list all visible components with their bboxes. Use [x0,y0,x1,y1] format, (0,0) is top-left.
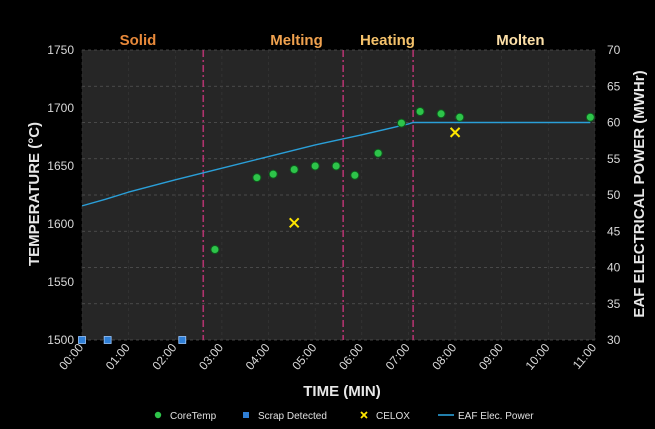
coretemp-point [396,118,406,128]
x-axis-title: TIME (MIN) [303,383,380,400]
y2-tick-label: 50 [607,188,621,202]
coretemp-point [455,112,465,122]
phase-boundaries [202,50,414,340]
y-tick-label: 1750 [47,43,74,57]
y-tick-label: 1550 [47,275,74,289]
y2-tick-label: 60 [607,116,621,130]
y2-tick-label: 30 [607,333,621,347]
celox-point [288,217,300,229]
celox-point [449,127,461,138]
legend-label: CoreTemp [170,411,217,422]
plot-area [82,50,595,340]
coretemp-point [210,245,220,255]
coretemp-point [289,164,299,174]
coretemp-point [436,109,446,119]
coretemp-point [252,173,262,183]
y-tick-label: 1600 [47,217,74,231]
eaf-power-line [81,121,591,207]
y2-tick-label: 65 [607,79,621,93]
legend-label: Scrap Detected [258,411,327,422]
coretemp-point [373,148,383,158]
scrap-detected-point [103,336,112,344]
y-axis-title: TEMPERATURE (°C) [26,122,43,266]
scrap-detected-point [78,336,86,344]
y2-tick-label: 55 [607,152,621,166]
legend-label: EAF Elec. Power [458,411,534,422]
legend-celox-marker [360,411,368,419]
phase-label: Heating [360,32,415,49]
phase-label: Molten [496,32,544,49]
legend: CoreTemp Scrap Detected CELOX EAF Elec. Pow… [154,411,534,422]
phase-label: Solid [120,32,157,49]
phase-labels: Solid Melting Heating Molten [120,32,545,49]
legend-coretemp-marker [154,411,162,419]
grid-lines [81,49,596,341]
y2-tick-label: 45 [607,224,621,238]
y2-tick-label: 35 [607,297,621,311]
coretemp-point [585,112,595,122]
legend-scrap-marker [243,412,249,418]
coretemp-point [268,169,278,179]
series-layer [78,106,595,344]
coretemp-point [331,161,341,171]
coretemp-point [310,161,320,171]
y-tick-label: 1650 [47,159,74,173]
right-axis-ticks: 30 35 40 45 50 55 60 65 70 [607,43,621,347]
y-tick-label: 1500 [47,333,74,347]
y-tick-label: 1700 [47,101,74,115]
legend-label: CELOX [376,411,410,422]
scrap-detected-point [178,336,187,344]
celox-stroke [449,127,461,138]
celox-stroke [288,217,300,229]
y2-tick-label: 70 [607,43,621,57]
y2-axis-title: EAF ELECTRICAL POWER (MWHr) [631,70,648,317]
coretemp-point [350,170,360,180]
y2-tick-label: 40 [607,261,621,275]
phase-label: Melting [270,32,323,49]
coretemp-point [415,106,425,116]
legend-celox-stroke [360,411,368,419]
left-axis-ticks: 1500 1550 1600 1650 1700 1750 [47,43,74,347]
